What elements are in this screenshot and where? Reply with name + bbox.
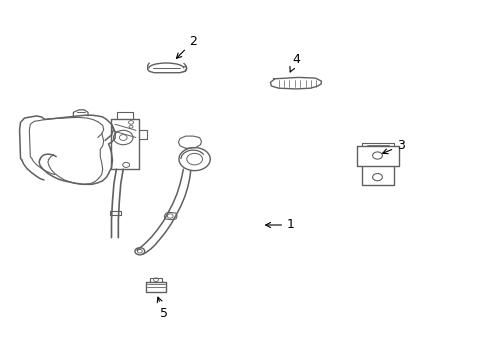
Text: 2: 2 xyxy=(176,35,197,58)
Text: 1: 1 xyxy=(265,219,294,231)
Text: 5: 5 xyxy=(157,297,167,320)
Text: 4: 4 xyxy=(289,53,299,72)
Text: 3: 3 xyxy=(382,139,404,154)
